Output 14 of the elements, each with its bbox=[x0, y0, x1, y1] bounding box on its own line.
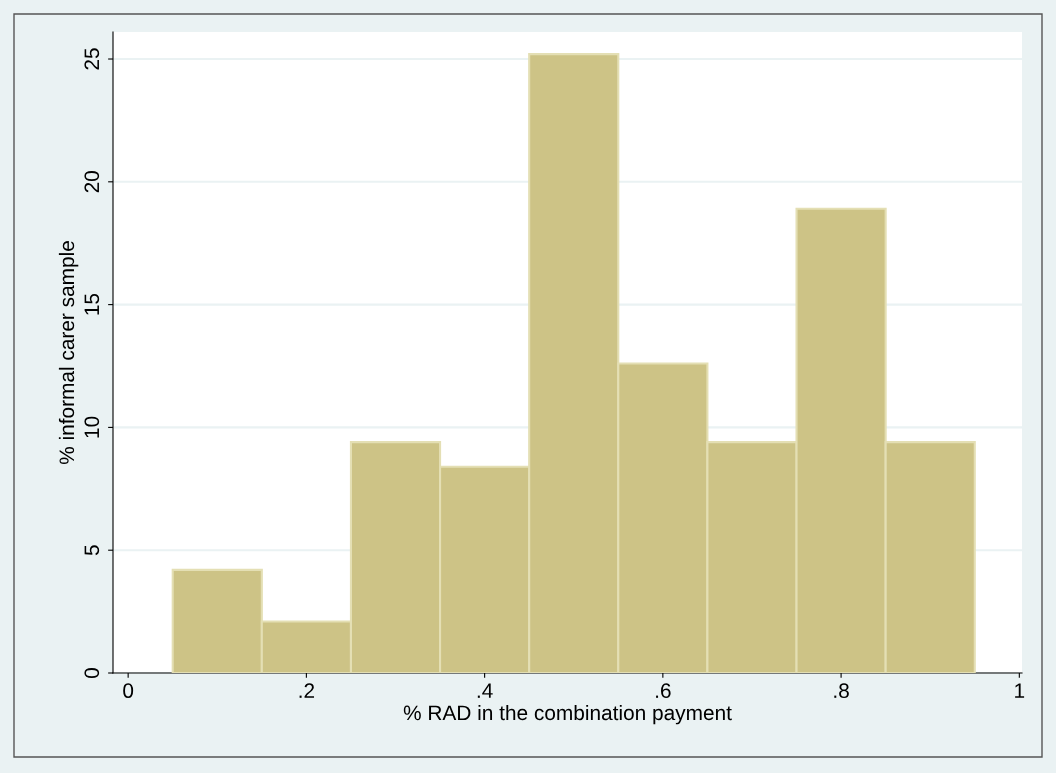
y-axis-title: % informal carer sample bbox=[58, 241, 79, 465]
y-tick-label: 20 bbox=[84, 171, 100, 193]
y-tick-label: 10 bbox=[84, 416, 100, 438]
x-tick-label: .4 bbox=[477, 683, 493, 698]
x-tick-label: .2 bbox=[299, 683, 315, 698]
y-tick-label: 15 bbox=[84, 293, 100, 315]
x-axis-title: % RAD in the combination payment bbox=[403, 704, 732, 725]
y-tick-label: 5 bbox=[84, 545, 100, 556]
y-tick-label: 0 bbox=[84, 668, 100, 678]
y-tick-label: 25 bbox=[84, 48, 100, 70]
x-tick-label: 1 bbox=[1015, 683, 1025, 698]
x-tick-label: 0 bbox=[123, 683, 134, 699]
x-tick-label: .8 bbox=[834, 683, 849, 699]
x-tick-label: .6 bbox=[656, 683, 671, 699]
